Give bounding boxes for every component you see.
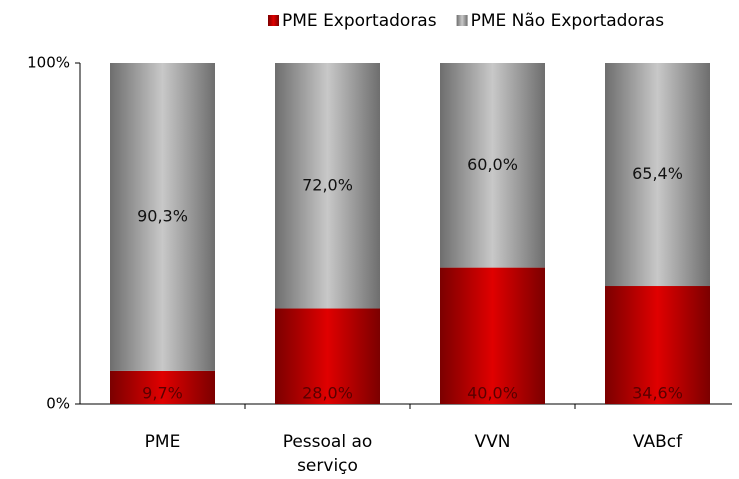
bar-segment bbox=[440, 267, 545, 404]
bar-segment bbox=[110, 370, 215, 404]
value-label: 34,6% bbox=[632, 384, 683, 403]
value-label: 9,7% bbox=[142, 384, 183, 403]
bar-segment bbox=[605, 63, 710, 287]
value-label: 72,0% bbox=[302, 175, 353, 194]
bar-segment bbox=[275, 308, 380, 404]
x-tick-label: PME bbox=[144, 432, 181, 452]
value-label: 90,3% bbox=[137, 206, 188, 225]
x-tick-label: VVN bbox=[474, 432, 511, 452]
y-tick-label: 0% bbox=[46, 395, 70, 413]
legend-label: PME Exportadoras bbox=[282, 11, 437, 31]
bar-segment bbox=[275, 63, 380, 309]
value-label: 40,0% bbox=[467, 384, 518, 403]
y-tick-label: 100% bbox=[27, 54, 70, 72]
value-label: 60,0% bbox=[467, 155, 518, 174]
legend-label: PME Não Exportadoras bbox=[471, 11, 665, 31]
value-label: 65,4% bbox=[632, 164, 683, 183]
bar-segment bbox=[605, 286, 710, 404]
legend-swatch bbox=[456, 15, 468, 26]
bar-segment bbox=[110, 63, 215, 371]
x-tick-label: VABcf bbox=[632, 432, 683, 452]
legend-swatch bbox=[268, 15, 279, 26]
x-tick-label: Pessoal ao serviço bbox=[282, 432, 373, 476]
value-label: 28,0% bbox=[302, 384, 353, 403]
bar-segment bbox=[440, 63, 545, 268]
